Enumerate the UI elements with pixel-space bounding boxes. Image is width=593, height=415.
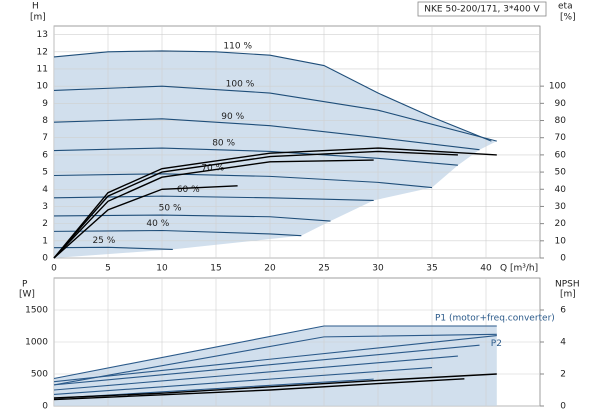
series-label: 90 % xyxy=(221,112,244,122)
series-label: 40 % xyxy=(146,219,169,229)
curve xyxy=(53,333,497,386)
curve xyxy=(53,185,238,259)
x-tick-label: 15 xyxy=(210,264,221,274)
curve xyxy=(53,85,497,142)
y-tick-label: 7 xyxy=(42,133,48,143)
y2-tick-label: 0 xyxy=(560,402,566,412)
y2-label: eta xyxy=(558,2,573,12)
y2-tick-label: 10 xyxy=(555,236,567,246)
curve xyxy=(53,147,497,259)
x-tick-label: 20 xyxy=(264,264,276,274)
curve xyxy=(53,118,480,151)
y-tick-label: 0 xyxy=(42,254,48,264)
series-label: 50 % xyxy=(159,204,182,214)
x-tick-label: 0 xyxy=(51,264,57,274)
curve xyxy=(53,344,480,386)
series-label: 25 % xyxy=(92,236,115,246)
y2-tick-label: 0 xyxy=(560,254,566,264)
curve xyxy=(53,50,492,142)
y-tick-label: 1 xyxy=(42,236,48,246)
y2-tick-label: 40 xyxy=(555,185,567,195)
y-tick-label: 13 xyxy=(37,30,48,40)
y2-tick-label: 30 xyxy=(555,202,567,212)
series-label: 80 % xyxy=(212,138,235,148)
x-tick-label: 40 xyxy=(480,264,492,274)
y-unit: [m] xyxy=(30,13,46,23)
y2-unit: [%] xyxy=(560,13,576,23)
y-tick-label: 11 xyxy=(37,64,48,74)
y-tick-label: 12 xyxy=(37,47,48,57)
curve xyxy=(53,325,497,380)
y-label: P xyxy=(22,280,28,290)
y-tick-label: 2 xyxy=(42,219,48,229)
chart-title: NKE 50-200/171, 3*400 V xyxy=(424,5,540,15)
y-unit: [W] xyxy=(19,290,35,300)
operating-area xyxy=(54,326,497,406)
y-tick-label: 500 xyxy=(31,370,48,380)
y-tick-label: 10 xyxy=(37,82,49,92)
y-tick-label: 1500 xyxy=(25,306,48,316)
y-tick-label: 1000 xyxy=(25,338,48,348)
y2-tick-label: 50 xyxy=(555,168,567,178)
y2-tick-label: 100 xyxy=(549,82,566,92)
curve xyxy=(53,229,302,237)
curve xyxy=(53,367,433,396)
x-tick-label: 5 xyxy=(105,264,111,274)
y-tick-label: 5 xyxy=(42,168,48,178)
series-label: P2 xyxy=(491,339,502,349)
y-tick-label: 0 xyxy=(42,402,48,412)
y2-tick-label: 90 xyxy=(555,99,567,109)
curve xyxy=(53,173,433,189)
y2-tick-label: 6 xyxy=(560,306,566,316)
series-label: 60 % xyxy=(177,185,200,195)
y-label: H xyxy=(32,2,39,12)
series-label: 70 % xyxy=(201,164,224,174)
y-tick-label: 9 xyxy=(42,99,48,109)
x-tick-label: 25 xyxy=(318,264,329,274)
y2-tick-label: 20 xyxy=(555,219,567,229)
y-tick-label: 6 xyxy=(42,150,48,160)
y2-tick-label: 80 xyxy=(555,116,567,126)
curve xyxy=(53,150,458,259)
curve xyxy=(53,355,458,391)
curve xyxy=(53,214,331,222)
x-tick-label: 10 xyxy=(156,264,168,274)
title-box xyxy=(417,1,547,17)
y2-label: NPSH xyxy=(555,280,580,290)
y2-tick-label: 2 xyxy=(560,370,566,380)
curve xyxy=(53,373,497,399)
y2-tick-label: 60 xyxy=(555,150,567,160)
y-tick-label: 4 xyxy=(42,185,48,195)
series-label: 100 % xyxy=(226,80,255,90)
x-tick-label: 35 xyxy=(426,264,437,274)
y2-tick-label: 4 xyxy=(560,338,566,348)
x-label: Q [m³/h] xyxy=(500,264,538,274)
y-tick-label: 3 xyxy=(42,202,48,212)
curve xyxy=(53,147,458,166)
y2-unit: [m] xyxy=(560,290,576,300)
curve xyxy=(53,246,173,250)
x-tick-label: 30 xyxy=(372,264,384,274)
series-label: P1 (motor+freq.converter) xyxy=(435,314,555,324)
series-label: 110 % xyxy=(223,42,252,52)
y-tick-label: 8 xyxy=(42,116,48,126)
y2-tick-label: 70 xyxy=(555,133,567,143)
curve xyxy=(53,159,374,259)
curve xyxy=(53,378,465,401)
curve xyxy=(53,335,497,383)
